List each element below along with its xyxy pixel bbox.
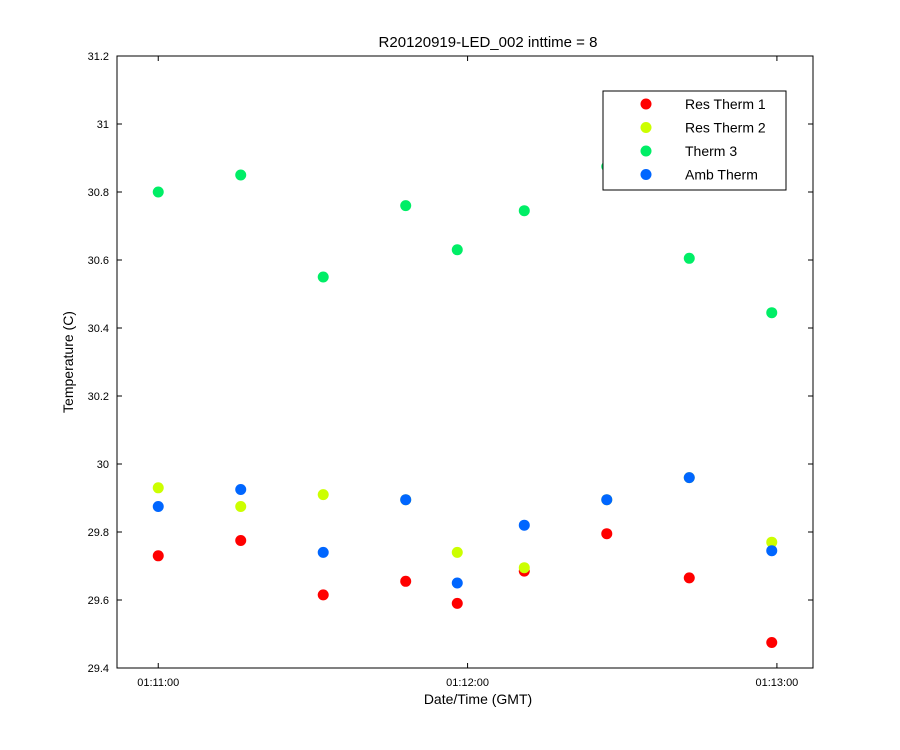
chart-title: R20120919-LED_002 inttime = 8 xyxy=(379,34,598,51)
x-axis: 01:11:00 01:12:00 01:13:00 xyxy=(137,56,798,689)
y-tick-label: 30.6 xyxy=(88,255,109,267)
legend-marker xyxy=(640,145,652,157)
data-point xyxy=(451,577,463,589)
y-tick-label: 29.8 xyxy=(88,527,109,539)
x-tick-label: 01:13:00 xyxy=(755,677,798,689)
x-tick-label: 01:11:00 xyxy=(137,677,179,689)
legend-label: Therm 3 xyxy=(685,143,737,159)
data-points xyxy=(152,161,778,648)
series-res-therm-2 xyxy=(152,472,778,574)
legend-marker xyxy=(640,98,652,110)
data-point xyxy=(317,271,329,283)
data-point xyxy=(518,562,530,574)
data-point xyxy=(235,484,247,495)
y-tick-label: 30.8 xyxy=(88,187,109,199)
y-tick-label: 31 xyxy=(97,119,109,131)
data-point xyxy=(683,252,695,264)
legend-label: Res Therm 2 xyxy=(685,120,766,136)
data-point xyxy=(235,501,247,512)
legend-marker xyxy=(640,122,652,133)
data-point xyxy=(235,535,247,546)
y-tick-label: 30.4 xyxy=(88,323,109,335)
data-point xyxy=(152,501,164,512)
data-point xyxy=(152,550,164,562)
x-axis-label: Date/Time (GMT) xyxy=(424,691,532,707)
data-point xyxy=(766,536,778,548)
data-point xyxy=(451,244,463,256)
data-point xyxy=(601,494,613,506)
y-tick-label: 29.6 xyxy=(88,595,109,607)
legend-box xyxy=(602,90,787,191)
legend-label: Res Therm 1 xyxy=(685,96,766,112)
data-point xyxy=(317,489,329,501)
legend-marker xyxy=(640,169,652,180)
data-point xyxy=(683,472,695,484)
data-point xyxy=(518,205,530,217)
y-tick-label: 30.2 xyxy=(88,391,109,403)
data-point xyxy=(451,597,463,609)
x-tick-label: 01:12:00 xyxy=(446,677,489,689)
data-point xyxy=(400,200,412,212)
data-point xyxy=(683,572,695,584)
data-point xyxy=(766,637,778,648)
data-point xyxy=(317,546,329,558)
y-tick-label: 31.2 xyxy=(88,51,109,63)
data-point xyxy=(451,546,463,558)
data-point xyxy=(235,169,247,181)
series-amb-therm xyxy=(152,472,778,589)
data-point xyxy=(152,186,164,198)
y-axis-label: Temperature (C) xyxy=(60,311,76,413)
data-point xyxy=(152,482,164,494)
legend-label: Amb Therm xyxy=(685,167,758,183)
data-point xyxy=(400,575,412,587)
y-tick-label: 30 xyxy=(97,459,109,471)
legend: Res Therm 1 Res Therm 2 Therm 3 Amb Therm xyxy=(602,90,787,191)
data-point xyxy=(766,307,778,319)
data-point xyxy=(317,589,329,601)
y-tick-label: 29.4 xyxy=(88,663,109,675)
data-point xyxy=(601,528,613,540)
data-point xyxy=(766,545,778,557)
y-axis: 29.4 29.6 29.8 30 30.2 30.4 30.6 30.8 31 31.2 xyxy=(88,51,813,675)
data-point xyxy=(518,519,530,531)
data-point xyxy=(400,494,412,506)
